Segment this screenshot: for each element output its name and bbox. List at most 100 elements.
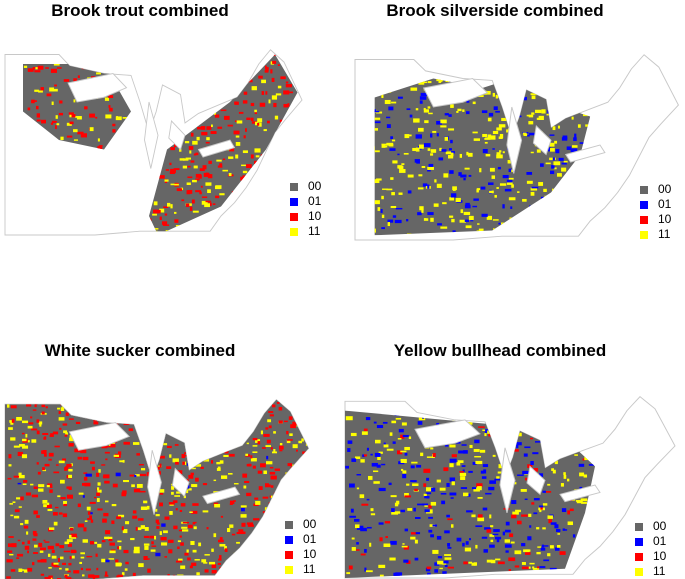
range-cell <box>26 402 32 407</box>
range-cell <box>586 98 591 101</box>
range-cell <box>295 507 298 511</box>
legend-swatch <box>640 231 648 239</box>
range-cell <box>603 425 608 428</box>
range-cell <box>168 502 175 505</box>
range-cell <box>554 140 558 144</box>
range-cell <box>190 541 195 545</box>
range-cell <box>108 536 113 540</box>
range-cell <box>478 228 484 232</box>
range-cell <box>397 511 401 514</box>
range-cell <box>381 227 385 230</box>
range-cell <box>608 427 612 429</box>
range-cell <box>217 437 222 441</box>
range-cell <box>208 160 212 164</box>
range-cell <box>82 482 86 486</box>
range-cell <box>280 50 282 54</box>
range-cell <box>47 508 53 512</box>
range-cell <box>292 407 297 410</box>
range-cell <box>270 69 273 74</box>
range-cell <box>201 559 207 563</box>
range-cell <box>33 533 38 537</box>
range-cell <box>103 512 109 517</box>
range-cell <box>612 213 619 215</box>
range-cell <box>200 51 206 53</box>
range-cell <box>480 186 486 190</box>
range-cell <box>411 51 416 54</box>
range-cell <box>508 79 513 83</box>
range-cell <box>72 54 77 55</box>
range-cell <box>185 203 190 208</box>
range-cell <box>673 131 676 133</box>
range-cell <box>32 100 37 102</box>
range-cell <box>248 463 251 467</box>
range-cell <box>672 565 677 569</box>
range-cell <box>550 522 557 525</box>
range-cell <box>205 182 212 186</box>
range-cell <box>656 479 660 481</box>
range-cell <box>18 444 25 447</box>
range-cell <box>277 548 282 552</box>
range-cell <box>472 461 477 465</box>
range-cell <box>25 50 29 52</box>
range-cell <box>377 207 381 211</box>
range-cell <box>345 416 353 421</box>
range-cell <box>536 117 542 120</box>
range-cell <box>656 166 662 170</box>
range-cell <box>104 451 110 454</box>
range-cell <box>252 574 255 579</box>
range-cell <box>674 198 680 202</box>
range-cell <box>211 569 217 574</box>
range-cell <box>272 530 279 534</box>
range-cell <box>545 413 548 416</box>
range-cell <box>150 399 155 404</box>
range-cell <box>287 463 293 467</box>
range-cell <box>157 471 161 475</box>
range-cell <box>38 484 45 488</box>
range-cell <box>505 521 510 526</box>
range-cell <box>433 203 439 207</box>
range-cell <box>86 54 92 58</box>
range-cell <box>66 539 73 543</box>
range-cell <box>49 489 53 493</box>
range-cell <box>171 71 175 75</box>
range-cell <box>66 122 72 126</box>
range-cell <box>176 407 181 410</box>
range-cell <box>444 564 448 568</box>
range-cell <box>384 99 391 105</box>
range-cell <box>254 112 257 115</box>
range-cell <box>68 443 74 447</box>
range-cell <box>675 168 680 171</box>
range-cell <box>473 138 480 141</box>
range-cell <box>427 148 431 151</box>
range-cell <box>512 73 517 75</box>
range-cell <box>428 504 432 509</box>
range-cell <box>236 541 240 544</box>
range-cell <box>514 565 520 568</box>
range-cell <box>216 467 221 471</box>
range-cell <box>192 74 199 80</box>
range-cell <box>673 529 680 532</box>
range-cell <box>599 217 605 219</box>
range-cell <box>40 547 46 551</box>
range-cell <box>633 520 639 523</box>
range-cell <box>564 529 568 531</box>
range-cell <box>208 202 212 206</box>
range-cell <box>649 491 651 493</box>
range-cell <box>52 431 59 435</box>
range-cell <box>253 419 257 423</box>
range-cell <box>654 480 658 483</box>
range-cell <box>634 565 638 566</box>
range-cell <box>450 152 454 157</box>
range-cell <box>669 506 675 509</box>
range-cell <box>414 557 419 561</box>
range-cell <box>155 446 159 449</box>
range-cell <box>562 62 567 65</box>
range-cell <box>182 461 185 465</box>
range-cell <box>464 219 470 222</box>
range-cell <box>674 455 679 458</box>
range-cell <box>68 562 72 566</box>
range-cell <box>241 564 245 567</box>
range-cell <box>439 395 443 398</box>
range-cell <box>198 174 202 179</box>
range-cell <box>273 191 278 195</box>
